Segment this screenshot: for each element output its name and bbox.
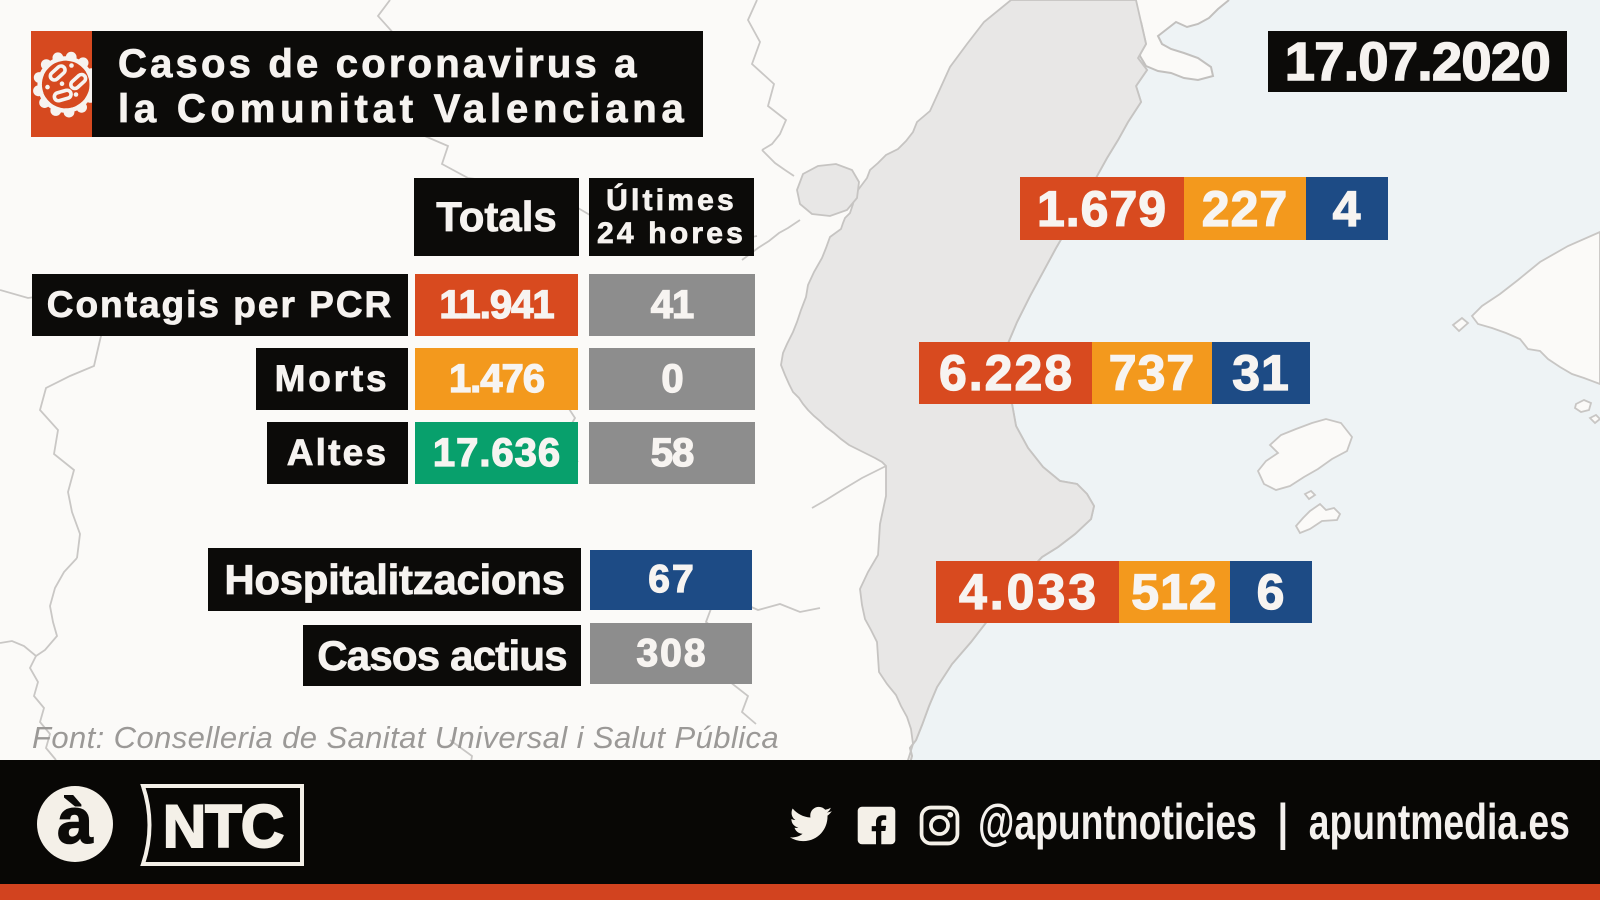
svg-text:NTC: NTC — [163, 793, 283, 860]
